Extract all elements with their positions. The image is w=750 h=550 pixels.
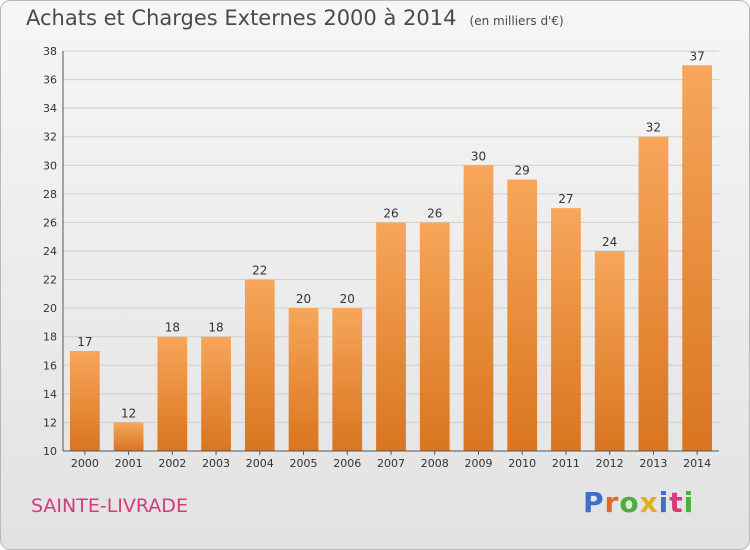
x-tick-label: 2013 xyxy=(639,457,667,470)
y-tick-label: 28 xyxy=(43,188,57,201)
bar xyxy=(594,251,625,451)
axis-layer: 10 12 14 16 18 20 22 24 26 28 30 32 34 36 38 17 2000 12 20… xyxy=(43,45,719,470)
y-tick-label: 38 xyxy=(43,45,57,58)
data-label: 17 xyxy=(77,335,92,349)
y-tick-label: 16 xyxy=(43,359,57,372)
x-tick-label: 2001 xyxy=(115,457,143,470)
x-tick-label: 2010 xyxy=(508,457,536,470)
logo-letter: P xyxy=(583,486,605,519)
y-tick-label: 26 xyxy=(43,216,57,229)
bar xyxy=(682,65,713,452)
x-tick-label: 2000 xyxy=(71,457,99,470)
logo-letter: o xyxy=(619,486,640,519)
x-tick-label: 2007 xyxy=(377,457,405,470)
bar xyxy=(463,165,494,452)
x-tick-label: 2003 xyxy=(202,457,230,470)
x-tick-label: 2004 xyxy=(246,457,274,470)
chart-subtitle: (en milliers d'€) xyxy=(469,14,564,28)
y-tick-label: 34 xyxy=(43,102,57,115)
logo-letter: r xyxy=(604,486,620,519)
bar xyxy=(419,222,450,451)
data-label: 27 xyxy=(558,192,573,206)
logo-letter: t xyxy=(669,486,684,519)
proxiti-logo: Proxiti xyxy=(583,486,694,519)
place-name: SAINTE-LIVRADE xyxy=(31,495,188,517)
chart-title: Achats et Charges Externes 2000 à 2014 xyxy=(26,6,457,30)
x-tick-label: 2012 xyxy=(596,457,624,470)
data-label: 20 xyxy=(340,292,355,306)
y-tick-label: 20 xyxy=(43,302,57,315)
data-label: 22 xyxy=(252,264,267,278)
data-label: 26 xyxy=(427,206,442,220)
logo-letter: i xyxy=(683,486,695,519)
y-tick-label: 18 xyxy=(43,331,57,344)
bar xyxy=(507,179,538,452)
data-label: 32 xyxy=(646,121,661,135)
bar xyxy=(376,222,406,451)
bar xyxy=(201,336,231,451)
bar xyxy=(69,351,100,451)
data-label: 20 xyxy=(296,292,311,306)
bar xyxy=(638,136,669,451)
data-label: 18 xyxy=(208,321,223,335)
data-label: 24 xyxy=(602,235,617,249)
logo-letter: i xyxy=(658,486,670,519)
data-label: 12 xyxy=(121,406,136,420)
y-tick-label: 12 xyxy=(43,416,57,429)
data-label: 29 xyxy=(515,164,530,178)
y-tick-label: 22 xyxy=(43,274,57,287)
bar xyxy=(113,422,144,451)
x-tick-label: 2008 xyxy=(421,457,449,470)
y-tick-label: 32 xyxy=(43,131,57,144)
x-tick-label: 2005 xyxy=(290,457,318,470)
data-label: 37 xyxy=(689,49,704,63)
bar xyxy=(244,279,275,451)
title-row: Achats et Charges Externes 2000 à 2014 (… xyxy=(26,6,564,30)
y-tick-label: 24 xyxy=(43,245,57,258)
x-tick-label: 2014 xyxy=(683,457,711,470)
x-tick-label: 2009 xyxy=(464,457,492,470)
x-tick-label: 2002 xyxy=(158,457,186,470)
x-tick-label: 2011 xyxy=(552,457,580,470)
y-tick-label: 36 xyxy=(43,74,57,87)
y-tick-label: 14 xyxy=(43,388,57,401)
bar xyxy=(551,208,581,451)
data-label: 30 xyxy=(471,149,486,163)
data-label: 26 xyxy=(383,206,398,220)
y-tick-label: 30 xyxy=(43,159,57,172)
bar xyxy=(332,308,363,451)
bar xyxy=(288,308,319,451)
y-tick-label: 10 xyxy=(43,445,57,458)
x-tick-label: 2006 xyxy=(333,457,361,470)
logo-letter: x xyxy=(639,486,659,519)
data-label: 18 xyxy=(165,321,180,335)
bar-layer xyxy=(69,65,713,452)
bar xyxy=(157,336,188,451)
